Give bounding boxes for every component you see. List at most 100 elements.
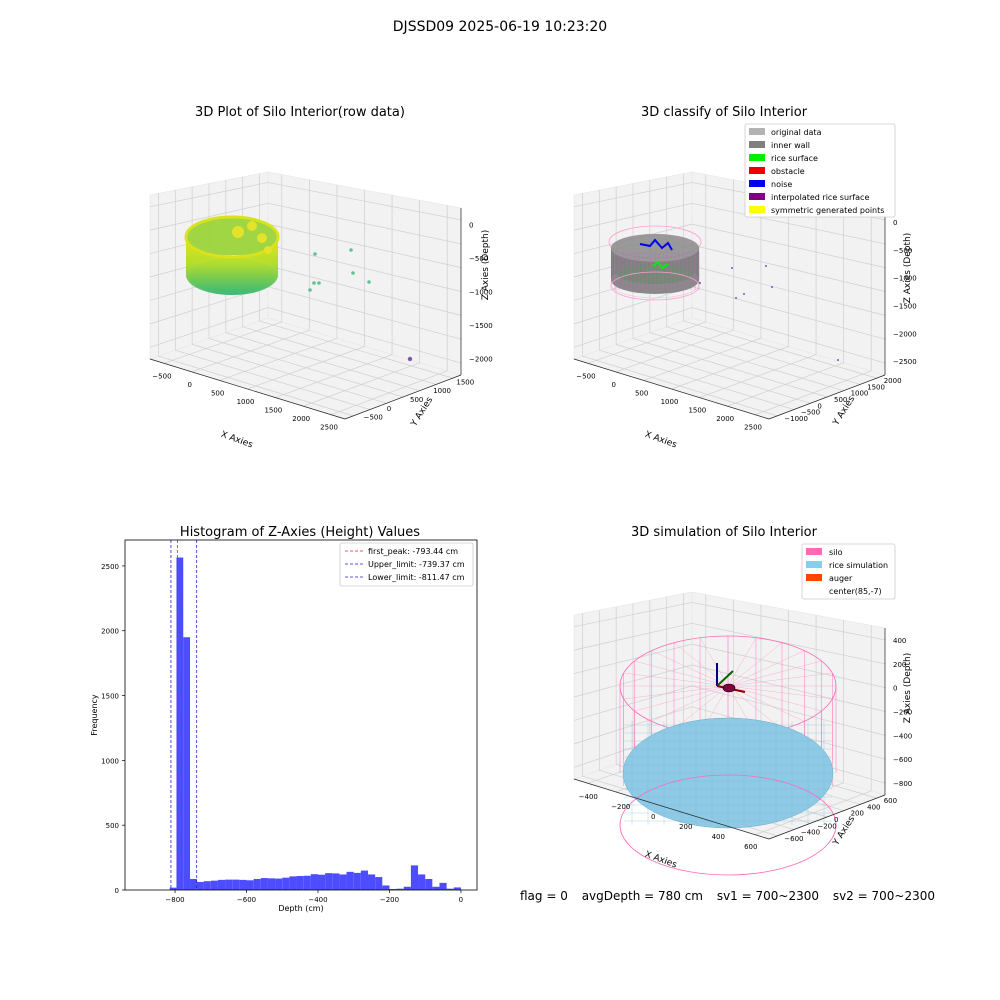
silo-back-wall [186,217,278,275]
grid-line [208,338,404,398]
legend-swatch [749,167,765,174]
figure-suptitle: DJSSD09 2025-06-19 10:23:20 [393,19,607,35]
x-tick-label: 400 [712,833,725,841]
silo-spoke [727,685,833,700]
x-tick-label: 2500 [320,424,338,432]
grid-line [649,332,844,392]
noise-point [735,297,737,299]
legend-swatch [749,154,765,161]
axis-y-arrow [716,670,734,687]
silo-spoke [727,642,783,687]
grid-line [691,223,886,268]
grid-line [573,202,693,231]
legend-label: auger [829,574,853,583]
legend-swatch [749,193,765,200]
histogram-bar [225,879,233,890]
histogram-bar [289,876,297,890]
simulation-plot-ticks: −400−2000200400600−600−400−2000200400600… [573,628,912,851]
histogram-bar [169,887,177,890]
raw-plot-points [184,215,413,362]
y-tick-label: −400 [801,829,820,837]
grid-line [267,223,462,268]
noise-point [731,267,733,269]
silo-spoke [651,650,729,687]
histogram-bar [203,881,211,890]
legend-swatch [749,206,765,213]
grid-line [683,320,877,379]
legend-label: Lower_limit: -811.47 cm [368,573,465,582]
legend-swatch [806,561,822,568]
z-tick-label: 0 [469,222,473,230]
grid-line [149,202,269,231]
grid-line [225,332,420,392]
silo-spoke [634,660,729,687]
x-tick-label: 1000 [237,398,255,406]
legend-swatch [806,574,822,581]
noise-point [743,293,745,295]
z-tick-label: −2000 [893,330,917,338]
x-tick-label: 2000 [716,415,734,423]
raw-data-3d-plot: 3D Plot of Silo Interior(row data) −500 0… [149,105,493,451]
grid-line [149,182,269,208]
outlier-point [313,252,317,256]
histogram-bar [246,880,254,890]
grid-line [666,326,861,385]
noise-point [699,282,701,284]
classify-legend: original data inner wall rice surface obsta… [744,123,896,218]
histogram-bar [360,870,369,890]
histogram-bar [446,888,454,890]
y-tick-label: 2000 [884,377,902,385]
surface-blob [257,233,267,243]
histogram-vlines [170,540,198,890]
x-tick-label: −400 [308,896,327,904]
grid-line [267,202,462,245]
histogram-bar [210,880,218,890]
z-tick-label: −800 [893,780,912,788]
silo-bottom-circle [619,774,837,876]
histogram-legend: first_peak: -793.44 cm Upper_limit: -739.… [339,542,474,587]
outlier-point [312,281,316,285]
x-tick-label: 2000 [292,415,310,423]
noise-point [771,286,773,288]
grid-line [691,622,886,665]
outlier-point [367,280,371,284]
histogram-bar [382,885,390,890]
legend-frame [744,123,896,218]
grid-line [691,664,886,712]
outlier-point [349,248,353,252]
grid-line [303,362,420,407]
histogram-title: Histogram of Z-Axies (Height) Values [180,525,420,540]
legend-frame [339,542,474,587]
y-tick-label: 1000 [851,390,869,398]
histogram-frame [124,539,478,891]
silo-spoke [623,672,729,687]
histogram-bars [169,557,461,890]
histogram-bar [439,882,447,890]
silo-spoke [699,637,729,687]
histogram-bar [267,878,276,890]
legend-swatch [749,128,765,135]
silo-spoke [673,642,729,687]
y-tick-label: 0 [115,887,119,895]
raw-plot-zlabel: Z Axies (Depth) [481,230,491,301]
grid-line [699,354,817,398]
simulation-plot-title: 3D simulation of Silo Interior [631,525,818,540]
silo-spoke [727,685,783,730]
y-axis-line [768,374,886,420]
grid-line [691,602,886,641]
outlier-point [407,356,413,362]
y-tick-label: −200 [817,822,836,830]
histogram-bar [303,875,311,890]
z-tick-label: −2500 [893,358,917,366]
surface-blob [232,226,244,238]
z-tick-label: −400 [893,732,912,740]
z-tick-label: 0 [893,685,897,693]
histogram-bar [410,865,419,890]
x-tick-label: 0 [612,381,616,389]
silo-spoke [727,660,822,687]
histogram-bar [353,872,361,890]
sv1-text: sv1 = 700~2300 [716,889,819,903]
y-tick-label: 1500 [867,383,885,391]
outlier-point [317,281,321,285]
